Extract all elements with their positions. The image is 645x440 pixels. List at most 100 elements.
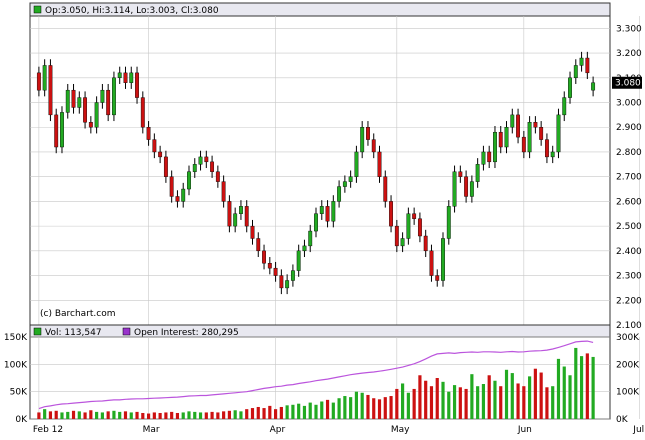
candle-body <box>579 57 584 66</box>
volume-bar <box>250 408 255 419</box>
candle-body <box>469 181 474 197</box>
volume-bar <box>528 376 532 419</box>
candle-body <box>135 72 139 98</box>
candle-body <box>342 181 347 187</box>
volume-panel: Vol: 113,547 Open Interest: 280,295 150K… <box>4 324 640 425</box>
candle-body <box>394 225 399 247</box>
candle-body <box>389 201 393 227</box>
volume-left-tick-label: 0K <box>15 415 28 425</box>
candle-body <box>487 151 492 163</box>
candle-body <box>498 131 503 148</box>
candle-body <box>446 206 451 239</box>
volume-bar <box>562 366 566 419</box>
candle-body <box>556 114 561 153</box>
volume-bar <box>591 356 595 419</box>
volume-bar <box>187 411 191 419</box>
candle-body <box>475 164 480 182</box>
candle-body <box>377 151 382 177</box>
volume-bar <box>331 402 335 419</box>
volume-bar <box>585 353 589 419</box>
volume-bar <box>464 388 468 419</box>
volume-bar <box>389 396 393 419</box>
volume-bar <box>245 409 249 419</box>
x-axis-label: Feb 12 <box>33 425 63 435</box>
volume-bar <box>337 398 341 419</box>
candle-body <box>117 72 122 79</box>
last-price-box <box>612 76 642 89</box>
candle-body <box>123 72 128 83</box>
candle-body <box>244 206 249 227</box>
volume-bar <box>308 402 312 419</box>
candle-body <box>510 114 515 128</box>
volume-bar <box>112 410 116 419</box>
volume-bar <box>135 411 139 419</box>
candle-body <box>146 127 151 140</box>
volume-left-tick-label: 100K <box>4 360 28 370</box>
candle-body <box>158 151 163 158</box>
volume-bar <box>158 412 162 419</box>
candle-body <box>181 188 186 202</box>
candle-body <box>527 122 532 153</box>
price-y-tick-label: 3.300 <box>616 24 642 34</box>
volume-bar <box>516 383 520 419</box>
candle-body <box>152 139 157 153</box>
volume-bar <box>302 405 307 419</box>
ohlc-legend-swatch <box>33 5 42 14</box>
volume-left-tick-label: 150K <box>4 333 28 343</box>
candle-body <box>112 77 116 116</box>
candle-body <box>314 213 318 232</box>
volume-bar <box>239 411 243 419</box>
volume-bar <box>181 412 185 419</box>
volume-bar <box>152 412 156 419</box>
price-y-tick-label: 2.300 <box>616 272 642 282</box>
vol-legend-swatch <box>33 327 42 336</box>
volume-bar <box>204 412 208 419</box>
volume-bar <box>366 394 370 419</box>
volume-bar <box>551 386 555 419</box>
candle-body <box>337 186 342 202</box>
volume-bar <box>510 373 514 419</box>
candle-body <box>175 196 180 202</box>
candles <box>36 51 596 295</box>
candle-body <box>504 127 509 148</box>
candle-body <box>516 114 520 138</box>
oi-right-tick-label: 200K <box>616 360 640 370</box>
candle-body <box>319 206 324 214</box>
open-interest-line <box>38 340 594 410</box>
candle-body <box>290 270 295 281</box>
candle-body <box>406 213 411 239</box>
candle-body <box>539 127 544 140</box>
candle-body <box>366 127 370 140</box>
volume-bar <box>395 388 399 419</box>
x-axis-label: Jul <box>632 425 644 435</box>
candle-body <box>285 280 290 289</box>
candle-body <box>54 114 59 148</box>
volume-left-tick-label: 50K <box>10 388 28 398</box>
price-y-ticks: 3.3003.2003.1003.0002.9002.8002.7002.600… <box>616 24 642 331</box>
volume-bar <box>504 369 509 419</box>
candle-body <box>210 161 215 172</box>
volume-bar <box>37 412 41 419</box>
volume-header-bar <box>29 324 611 338</box>
volume-bar <box>83 412 87 419</box>
volume-bar <box>349 397 353 419</box>
volume-bar <box>539 372 543 419</box>
volume-bar <box>481 384 486 419</box>
candle-body <box>227 201 232 227</box>
price-header-bar <box>29 2 611 17</box>
candle-body <box>42 65 47 91</box>
volume-bar <box>377 399 382 419</box>
candle-body <box>400 238 405 247</box>
candle-body <box>308 230 313 247</box>
volume-bar <box>106 411 110 419</box>
volume-bar <box>175 412 180 419</box>
volume-bar <box>447 391 451 419</box>
volume-bar <box>285 405 289 419</box>
price-y-tick-label: 2.900 <box>616 123 642 133</box>
candle-body <box>71 89 76 108</box>
candle-body <box>423 235 428 252</box>
volume-bar <box>568 375 572 419</box>
candle-body <box>279 275 284 289</box>
volume-bar <box>499 386 503 419</box>
candle-body <box>493 131 497 163</box>
